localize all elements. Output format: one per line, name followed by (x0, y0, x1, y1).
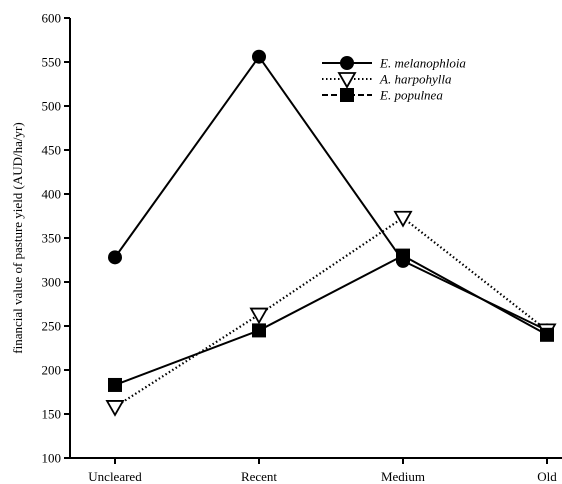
legend-item: E. melanophloia (322, 56, 466, 71)
series-line (114, 216, 548, 408)
y-tick-label: 250 (42, 319, 62, 334)
data-point (540, 327, 554, 342)
data-point (105, 400, 125, 417)
y-tick-label: 200 (42, 363, 62, 378)
x-tick-label: Recent (241, 469, 277, 484)
x-tick-label: Uncleared (88, 469, 142, 484)
data-point (249, 307, 269, 325)
series-line (114, 54, 548, 332)
y-axis-title: financial value of pasture yield (AUD/ha… (10, 122, 25, 353)
x-tick-label: Medium (381, 469, 425, 484)
series-2 (108, 248, 554, 392)
y-tick-label: 100 (42, 451, 62, 466)
legend-marker (337, 72, 357, 89)
x-tick-label: Old (537, 469, 557, 484)
data-point (252, 323, 266, 338)
legend-label: E. populnea (379, 88, 443, 103)
legend-marker (340, 56, 354, 70)
legend-item: E. populnea (322, 88, 443, 103)
legend-item: A. harpohylla (322, 72, 452, 89)
data-point (396, 248, 410, 263)
data-point (108, 250, 122, 265)
y-tick-label: 300 (42, 275, 62, 290)
y-tick-label: 600 (42, 11, 62, 26)
y-tick-label: 500 (42, 99, 62, 114)
legend-label: E. melanophloia (379, 56, 466, 71)
series-line (114, 254, 548, 386)
data-point (393, 210, 413, 228)
y-tick-label: 550 (42, 55, 62, 70)
data-point (252, 49, 266, 64)
series-0 (108, 49, 554, 338)
y-tick-label: 450 (42, 143, 62, 158)
legend-label: A. harpohylla (379, 72, 452, 87)
y-tick-label: 150 (42, 407, 62, 422)
axes: 100 150 200 250 300 350 400 450 500 550 600 Unclear… (42, 11, 562, 484)
y-tick-label: 400 (42, 187, 62, 202)
data-point (108, 377, 122, 392)
legend-marker (340, 88, 354, 102)
series-layer (105, 49, 557, 417)
y-tick-label: 350 (42, 231, 62, 246)
series-1 (105, 210, 557, 417)
